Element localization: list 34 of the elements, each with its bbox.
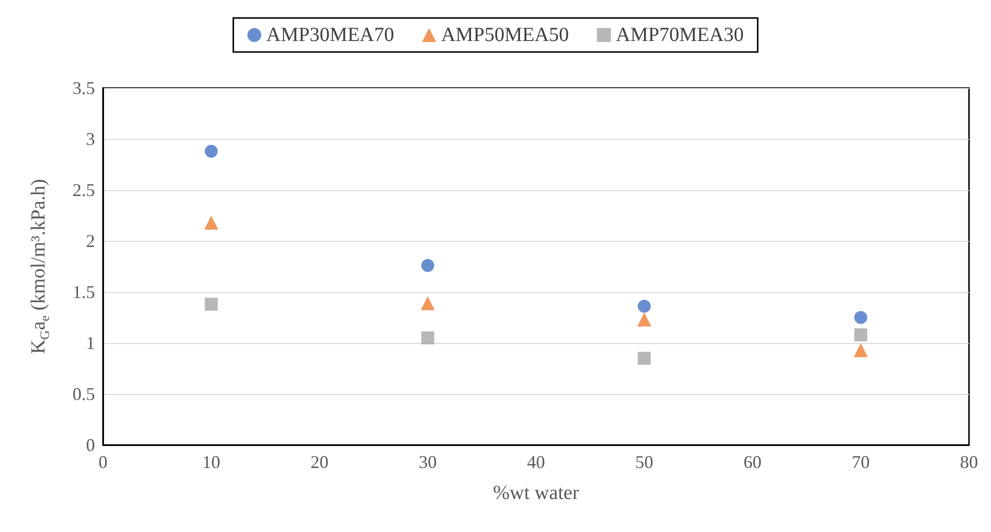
y-axis-title: KGae (kmol/m³.kPa.h) (28, 178, 52, 354)
point (420, 296, 435, 310)
y-tick-label: 2.5 (72, 180, 95, 200)
point (854, 343, 868, 358)
point (204, 144, 218, 158)
x-tick-label: 70 (852, 452, 870, 472)
point (638, 352, 651, 365)
point (421, 331, 434, 344)
x-axis-title: %wt water (492, 482, 580, 504)
y-tick-label: 3.5 (72, 78, 95, 98)
point (204, 298, 218, 311)
y-tick-label: 0.5 (72, 384, 95, 404)
legend-label: AMP50MEA50 (441, 24, 569, 46)
point (204, 216, 218, 230)
x-tick-label: 50 (635, 452, 654, 472)
point (854, 311, 868, 324)
point (421, 258, 434, 272)
y-tick-label: 2 (86, 231, 95, 251)
point (638, 300, 651, 313)
y-tick-label: 3 (86, 129, 95, 149)
x-tick-label: 80 (960, 452, 978, 472)
y-tick-label: 0 (86, 435, 95, 455)
legend-label: AMP70MEA30 (616, 24, 744, 46)
x-tick-label: 10 (202, 452, 220, 472)
x-tick-label: 60 (744, 452, 762, 472)
point (854, 328, 868, 342)
legend-label: AMP30MEA70 (266, 24, 394, 46)
x-tick-label: 20 (310, 452, 328, 472)
y-tick-label: 1 (86, 333, 95, 353)
x-tick-label: 0 (98, 452, 108, 472)
x-tick-label: 30 (418, 452, 437, 472)
point (637, 312, 652, 327)
y-tick-label: 1.5 (72, 282, 95, 302)
x-tick-label: 40 (527, 452, 545, 472)
